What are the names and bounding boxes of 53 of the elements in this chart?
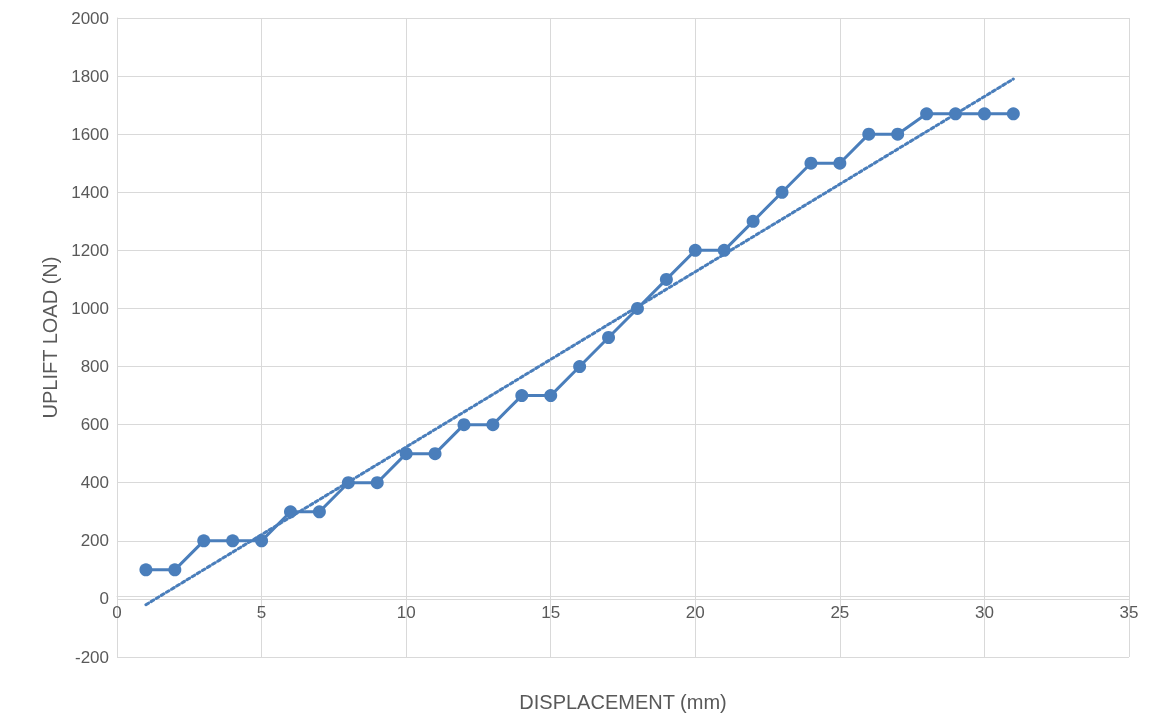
x-tick-label: 10 (396, 603, 416, 623)
y-tick-label: 1800 (71, 66, 109, 86)
point (486, 418, 500, 432)
y-axis-title: UPLIFT LOAD (N) (39, 256, 62, 419)
point (630, 301, 644, 315)
y-tick-label: 1000 (71, 298, 109, 318)
point (226, 534, 240, 548)
point (399, 447, 413, 461)
point (1006, 107, 1020, 121)
point (284, 505, 297, 519)
y-tick-label: 1600 (71, 124, 109, 144)
y-tick-label: 1400 (71, 182, 109, 202)
point (804, 156, 818, 170)
point (573, 360, 587, 374)
y-tick-label: 400 (80, 473, 109, 493)
point (862, 127, 876, 141)
point (833, 156, 847, 170)
y-tick-label: 2000 (71, 8, 109, 28)
x-tick-label: 25 (830, 603, 850, 623)
point (544, 389, 558, 403)
point (977, 107, 991, 121)
point (688, 243, 702, 257)
point (775, 185, 789, 199)
x-axis-title: DISPLACEMENT (mm) (519, 691, 727, 713)
point (891, 127, 905, 141)
y-tick-label: 0 (99, 589, 109, 609)
point (717, 243, 731, 257)
y-tick-label: 600 (80, 415, 109, 435)
point (746, 214, 760, 228)
point (139, 563, 153, 577)
point (457, 418, 471, 432)
point (920, 107, 934, 121)
point (515, 389, 529, 403)
y-tick-label: 1200 (71, 240, 109, 260)
point (949, 107, 963, 121)
point (168, 563, 182, 577)
point (428, 447, 442, 461)
y-tick-label: -200 (74, 647, 109, 667)
point (255, 534, 269, 548)
point (197, 534, 211, 548)
x-tick-label: 15 (541, 603, 561, 623)
point (370, 476, 384, 490)
y-tick-label: 800 (80, 357, 109, 377)
y-tick-label: 200 (80, 531, 109, 551)
x-tick-label: 0 (112, 603, 122, 623)
x-tick-label: 35 (1119, 603, 1139, 623)
x-tick-label: 5 (256, 603, 267, 623)
point (659, 272, 673, 286)
point (602, 331, 616, 344)
x-tick-label: 30 (974, 603, 994, 623)
point (312, 505, 326, 519)
point (341, 476, 355, 490)
x-tick-label: 20 (685, 603, 705, 623)
